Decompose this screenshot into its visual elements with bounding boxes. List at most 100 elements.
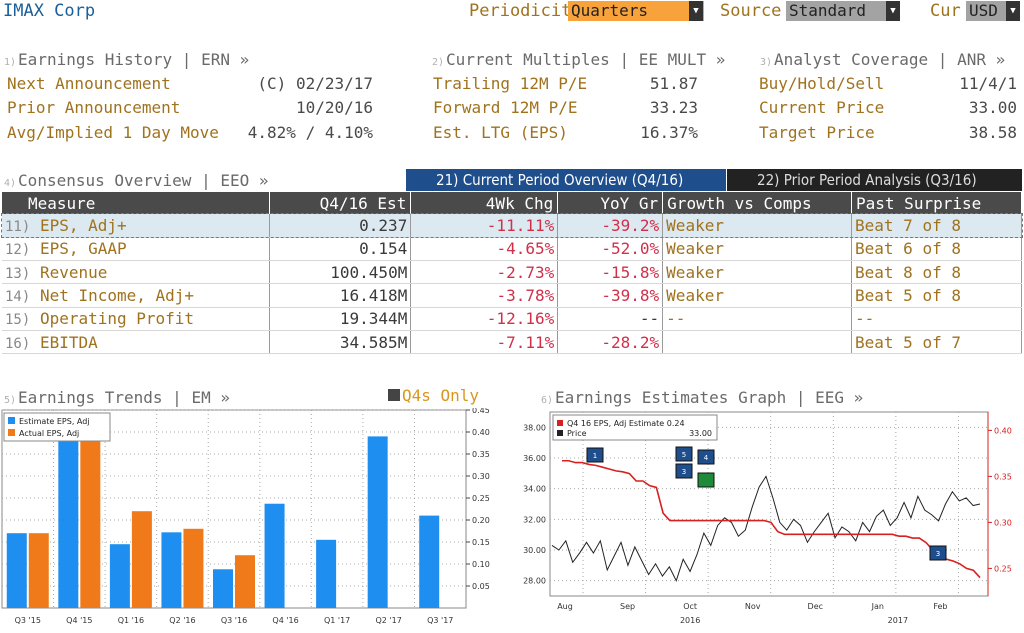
x-tick-label: Aug bbox=[557, 602, 573, 611]
event-marker bbox=[697, 449, 715, 465]
col-4wk-change[interactable]: 4Wk Chg bbox=[410, 192, 559, 214]
estimate-bar bbox=[367, 436, 388, 608]
table-row[interactable]: 12) EPS, GAAP 0.154 -4.65% -52.0% Weaker… bbox=[2, 237, 1022, 262]
table-row[interactable]: 11) EPS, Adj+ 0.237 -11.11% -39.2% Weake… bbox=[1, 212, 1023, 239]
actual-bar bbox=[80, 418, 101, 608]
surprise-cell: Beat 5 of 8 bbox=[851, 283, 1022, 308]
estimate-cell: 100.450M bbox=[269, 260, 412, 285]
surprise-cell: -- bbox=[851, 307, 1022, 331]
y-tick-label: 0.05 bbox=[472, 582, 490, 591]
plot-area bbox=[1, 409, 467, 609]
section-number: 5) bbox=[4, 395, 17, 406]
price-line bbox=[551, 475, 981, 582]
y-tick-label: 0.40 bbox=[472, 428, 490, 437]
estimate-bar bbox=[58, 418, 79, 608]
tab-current-period[interactable]: 21) Current Period Overview (Q4/16) bbox=[406, 169, 726, 191]
measure-cell[interactable]: 11) EPS, Adj+ bbox=[2, 214, 271, 238]
legend-box bbox=[552, 414, 718, 441]
chevron-down-icon[interactable]: ▼ bbox=[1006, 1, 1020, 21]
table-row[interactable]: 13) Revenue 100.450M -2.73% -15.8% Weake… bbox=[2, 260, 1022, 285]
security-title: IMAX Corp bbox=[3, 1, 96, 21]
x-tick-label: Q1 '16 bbox=[118, 616, 144, 625]
analyst-coverage-heading[interactable]: 3) Analyst Coverage | ANR » bbox=[760, 50, 1005, 69]
table-row[interactable]: 15) Operating Profit 19.344M -12.16% -- … bbox=[2, 307, 1022, 331]
x-tick-label: Q4 '15 bbox=[66, 616, 92, 625]
legend-swatch bbox=[557, 420, 563, 426]
surprise-cell: Beat 5 of 7 bbox=[851, 330, 1022, 355]
estimate-bar bbox=[6, 533, 27, 608]
ac-value-1: 33.00 bbox=[968, 98, 1017, 117]
measure-name: Operating Profit bbox=[39, 309, 195, 329]
measure-cell[interactable]: 13) Revenue bbox=[2, 260, 271, 285]
q4s-only-checkbox[interactable] bbox=[388, 389, 400, 401]
source-label: Source bbox=[720, 1, 782, 21]
growth-cell bbox=[662, 330, 853, 355]
source-dropdown[interactable]: Standard bbox=[786, 1, 900, 21]
right-tick-label: 0.25 bbox=[994, 564, 1012, 573]
measure-name: EBITDA bbox=[39, 332, 98, 352]
eh-value-2: 4.82% / 4.10% bbox=[247, 123, 373, 142]
event-marker bbox=[675, 463, 693, 479]
section-title: Consensus Overview | EEO » bbox=[18, 171, 269, 190]
col-measure[interactable]: Measure bbox=[2, 192, 271, 214]
section-number: 6) bbox=[541, 395, 554, 406]
growth-cell: Weaker bbox=[662, 260, 853, 285]
left-tick-label: 28.00 bbox=[523, 577, 546, 586]
tab-prior-period[interactable]: 22) Prior Period Analysis (Q3/16) bbox=[727, 169, 1022, 191]
measure-name: EPS, GAAP bbox=[39, 239, 127, 259]
earnings-graph-heading[interactable]: 6) Earnings Estimates Graph | EEG » bbox=[541, 388, 863, 407]
ac-value-0: 11/4/1 bbox=[959, 74, 1017, 93]
measure-cell[interactable]: 14) Net Income, Adj+ bbox=[2, 283, 271, 308]
ac-label-2: Target Price bbox=[759, 123, 875, 142]
legend-box bbox=[3, 412, 111, 442]
actual-bar bbox=[131, 511, 152, 608]
surprise-cell: Beat 7 of 8 bbox=[851, 214, 1022, 238]
table-header-row: Measure Q4/16 Est 4Wk Chg YoY Gr Growth … bbox=[2, 192, 1022, 214]
eh-value-0: (C) 02/23/17 bbox=[257, 74, 373, 93]
col-past-surprise[interactable]: Past Surprise bbox=[851, 192, 1022, 214]
legend-label: Estimate EPS, Adj bbox=[19, 417, 90, 426]
q4s-only-label[interactable]: Q4s Only bbox=[402, 386, 480, 405]
ac-label-0: Buy/Hold/Sell bbox=[759, 74, 885, 93]
row-number: 11) bbox=[5, 218, 31, 235]
section-title: Current Multiples | EE MULT » bbox=[446, 50, 726, 69]
chevron-down-icon[interactable]: ▼ bbox=[689, 1, 703, 21]
right-tick-label: 0.35 bbox=[994, 472, 1012, 481]
earnings-trends-heading[interactable]: 5) Earnings Trends | EM » bbox=[4, 388, 230, 407]
cm-label-0: Trailing 12M P/E bbox=[433, 74, 588, 93]
col-yoy-growth[interactable]: YoY Gr bbox=[557, 192, 664, 214]
x-tick-label: Q4 '16 bbox=[272, 616, 298, 625]
year-label: 2016 bbox=[680, 616, 700, 625]
legend-swatch bbox=[557, 430, 563, 436]
growth-cell: Weaker bbox=[662, 283, 853, 308]
measure-cell[interactable]: 16) EBITDA bbox=[2, 330, 271, 355]
table-row[interactable]: 16) EBITDA 34.585M -7.11% -28.2% Beat 5 … bbox=[2, 330, 1022, 355]
earnings-history-heading[interactable]: 1) Earnings History | ERN » bbox=[4, 50, 249, 69]
table-row[interactable]: 14) Net Income, Adj+ 16.418M -3.78% -39.… bbox=[2, 283, 1022, 308]
measure-cell[interactable]: 12) EPS, GAAP bbox=[2, 237, 271, 262]
surprise-cell: Beat 8 of 8 bbox=[851, 260, 1022, 285]
cm-value-1: 33.23 bbox=[649, 98, 698, 117]
consensus-heading[interactable]: 4) Consensus Overview | EEO » bbox=[4, 171, 269, 190]
chevron-down-icon[interactable]: ▼ bbox=[886, 1, 900, 21]
estimate-cell: 0.154 bbox=[269, 237, 412, 262]
consensus-table: Measure Q4/16 Est 4Wk Chg YoY Gr Growth … bbox=[1, 192, 1023, 355]
col-estimate[interactable]: Q4/16 Est bbox=[269, 192, 412, 214]
measure-name: Revenue bbox=[39, 262, 108, 282]
section-title: Earnings Trends | EM » bbox=[18, 388, 230, 407]
periodicity-label: Periodicity bbox=[469, 1, 582, 21]
left-tick-label: 34.00 bbox=[523, 485, 546, 494]
y-tick-label: 0.10 bbox=[472, 560, 490, 569]
actual-bar bbox=[235, 555, 255, 608]
x-tick-label: Sep bbox=[620, 602, 635, 611]
x-tick-label: Q2 '16 bbox=[169, 616, 195, 625]
col-growth-vs-comps[interactable]: Growth vs Comps bbox=[662, 192, 853, 214]
surprise-cell: Beat 6 of 8 bbox=[851, 237, 1022, 262]
x-tick-label: Feb bbox=[933, 602, 947, 611]
row-number: 13) bbox=[5, 265, 31, 282]
periodicity-dropdown[interactable]: Quarters bbox=[568, 1, 704, 21]
eh-label-2: Avg/Implied 1 Day Move bbox=[7, 123, 219, 142]
measure-cell[interactable]: 15) Operating Profit bbox=[2, 307, 271, 331]
current-multiples-heading[interactable]: 2) Current Multiples | EE MULT » bbox=[432, 50, 725, 69]
row-number: 16) bbox=[5, 335, 31, 352]
